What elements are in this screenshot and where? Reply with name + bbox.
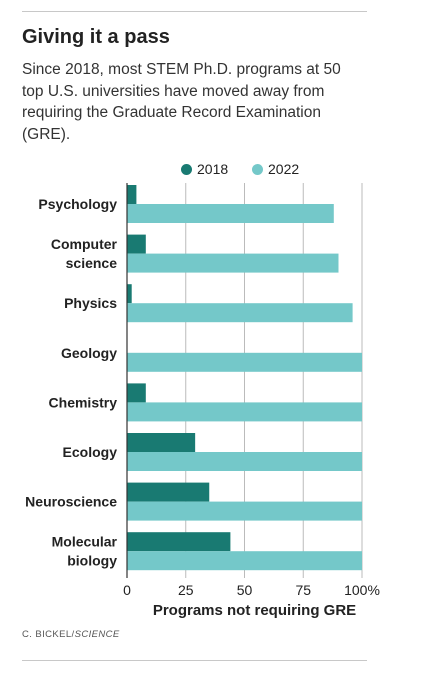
- bar-2018-psychology: [127, 185, 137, 204]
- chart-title: Giving it a pass: [22, 26, 170, 48]
- bar-2018-ecology: [127, 433, 196, 452]
- legend-item-2022: 2022: [252, 161, 299, 177]
- legend-label-2018: 2018: [197, 161, 229, 177]
- x-tick-label: 25: [178, 582, 194, 598]
- category-label: Computer: [51, 236, 118, 252]
- bar-2022-computer-science: [127, 253, 339, 273]
- x-tick-label: 50: [237, 582, 253, 598]
- bottom-rule: [22, 660, 367, 661]
- credit-source: SCIENCE: [74, 629, 120, 640]
- bar-2018-neuroscience: [127, 482, 210, 502]
- category-label: Geology: [61, 345, 117, 361]
- bar-2018-computer-science: [127, 234, 146, 254]
- category-label: biology: [67, 553, 117, 569]
- bar-2018-chemistry: [127, 383, 146, 403]
- legend-label-2022: 2022: [268, 161, 300, 177]
- x-axis-title: Programs not requiring GRE: [153, 602, 356, 619]
- bar-2022-chemistry: [127, 402, 362, 422]
- legend-swatch-2022: [252, 163, 263, 175]
- bar-2022-geology: [127, 352, 362, 372]
- category-label: Chemistry: [49, 394, 118, 410]
- credit-author: C. BICKEL/: [22, 629, 75, 640]
- credit-line: C. BICKEL/SCIENCE: [22, 629, 120, 640]
- category-labels: Psychology Computer science Physics Geology C…: [25, 196, 117, 569]
- legend-swatch-2018: [181, 163, 192, 175]
- bar-2022-neuroscience: [127, 501, 362, 521]
- bar-2022-ecology: [127, 452, 362, 471]
- top-rule: [22, 11, 367, 12]
- category-label: science: [66, 255, 118, 271]
- x-tick-label: 0: [123, 582, 131, 598]
- bar-2022-physics: [127, 303, 353, 323]
- category-label: Molecular: [52, 534, 118, 550]
- category-label: Neuroscience: [25, 494, 117, 510]
- bar-2022-molecular-biology: [127, 551, 362, 571]
- bar-2018-molecular-biology: [127, 532, 231, 552]
- bars-layer: [127, 185, 362, 571]
- category-label: Ecology: [63, 444, 118, 460]
- bar-2022-psychology: [127, 204, 334, 223]
- bar-2018-physics: [127, 284, 132, 304]
- category-label: Psychology: [38, 196, 117, 212]
- x-tick-label: 75: [295, 582, 311, 598]
- x-tick-label: 100%: [344, 582, 380, 598]
- legend-item-2018: 2018: [181, 161, 228, 177]
- x-axis: 0 25 50 75 100% Programs not requiring GRE: [123, 183, 380, 619]
- category-label: Physics: [64, 295, 117, 311]
- chart-subtitle: Since 2018, most STEM Ph.D. programs at …: [22, 61, 341, 143]
